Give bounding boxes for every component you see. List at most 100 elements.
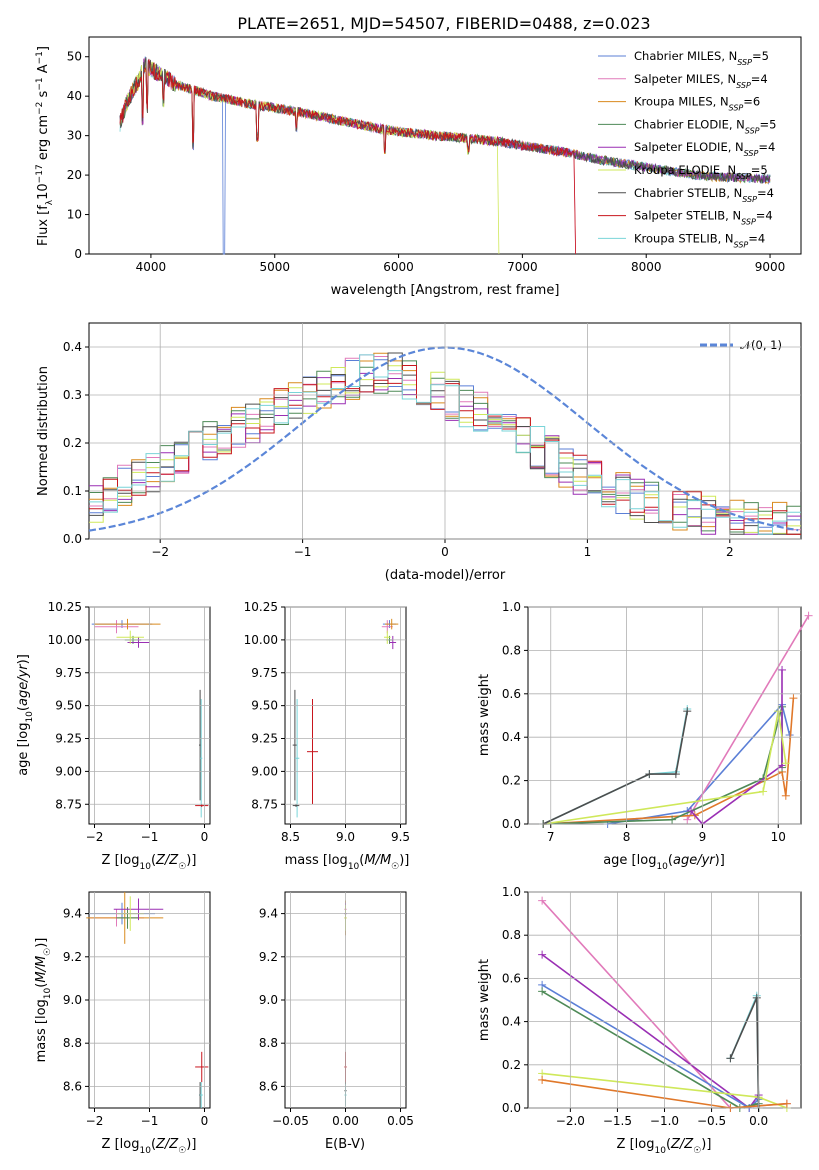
x-tick-label: −1 [294,545,312,559]
z-age-x-label: Z [log10(Z/Z☉)] [102,853,197,872]
x-tick-label: −2.0 [556,1114,585,1128]
y-tick-label: 0.8 [502,928,521,942]
y-tick-label: 8.8 [259,1036,278,1050]
y-tick-label: 0.6 [502,687,521,701]
x-tick-label: 9.0 [336,830,355,844]
y-tick-label: 10.00 [244,633,278,647]
x-tick-label: 9 [699,830,707,844]
residual-panel: (data-model)/error Normed distribution 𝒩… [36,322,802,583]
x-tick-label: −1 [141,1114,159,1128]
y-tick-label: 9.25 [55,732,82,746]
spectrum-series-line [119,61,500,255]
y-tick-label: 8.75 [251,797,278,811]
z-age-y-label: age [log10(age/yr)] [16,654,35,776]
y-tick-label: 10.00 [48,633,82,647]
age-weight-plot-area [539,611,813,828]
y-tick-label: 20 [67,168,82,182]
legend-label: Salpeter STELIB, NSSP=4 [634,209,773,227]
x-tick-label: 8 [623,830,631,844]
y-tick-label: 9.50 [55,699,82,713]
y-tick-label: 9.75 [251,666,278,680]
weight-series-line [729,997,760,1109]
x-tick-label: 0 [201,1114,209,1128]
y-tick-label: 30 [67,129,82,143]
x-tick-label: −0.5 [697,1114,726,1128]
weight-series-line [607,702,791,825]
weight-series-line [686,615,810,821]
y-tick-label: 9.00 [55,764,82,778]
y-tick-label: 9.25 [251,732,278,746]
x-tick-label: −2 [86,1114,104,1128]
y-tick-label: 8.6 [63,1079,82,1093]
legend-label: Salpeter ELODIE, NSSP=4 [634,140,775,158]
age-weight-x-label: age [log10(age/yr)] [603,853,725,872]
weight-series-line [729,995,760,1109]
y-tick-label: 9.50 [251,699,278,713]
y-tick-label: 0.0 [63,532,82,546]
spectrum-panel: Chabrier MILES, NSSP=5 Salpeter MILES, NS… [35,36,802,298]
y-tick-label: 9.0 [63,993,82,1007]
legend-label: Kroupa ELODIE, NSSP=5 [634,163,768,181]
x-tick-label: 0 [441,545,449,559]
normal-legend-label: 𝒩(0, 1) [740,338,782,352]
age-weight-panel: age [log10(age/yr)] mass weight 7 8 9 10 0.0… [477,600,813,872]
legend-label: Kroupa STELIB, NSSP=4 [634,231,765,249]
x-tick-label: 4000 [136,260,167,274]
ebv-mass-x-label: E(B-V) [325,1137,365,1152]
y-tick-label: 9.2 [259,950,278,964]
x-tick-label: 2 [726,545,734,559]
age-weight-y-label: mass weight [477,674,492,756]
legend-label: Chabrier ELODIE, NSSP=5 [634,117,776,135]
residual-y-label: Normed distribution [36,366,51,496]
y-tick-label: 0.2 [502,774,521,788]
z-weight-y-label: mass weight [477,959,492,1041]
x-tick-label: 10 [771,830,786,844]
y-tick-label: 0.1 [63,484,82,498]
residual-x-label: (data-model)/error [385,568,506,583]
x-tick-label: 0.05 [387,1114,414,1128]
y-tick-label: 0.2 [502,1058,521,1072]
x-tick-label: 7 [547,830,555,844]
y-tick-label: 0.4 [63,340,82,354]
x-tick-label: −1.0 [650,1114,679,1128]
y-tick-label: 8.75 [55,797,82,811]
y-tick-label: 1.0 [502,600,521,614]
x-tick-label: 9.5 [391,830,410,844]
x-tick-label: 7000 [507,260,538,274]
x-tick-label: −1.5 [603,1114,632,1128]
spectrum-plot-area [119,56,771,255]
weight-series-line [542,711,689,825]
y-tick-label: 8.8 [63,1036,82,1050]
y-tick-label: 10.25 [244,600,278,614]
z-mass-y-label: mass [log10(M/M☉)] [34,938,53,1063]
x-tick-label: 8000 [631,260,662,274]
x-tick-label: 0.00 [332,1114,359,1128]
legend-label: Chabrier STELIB, NSSP=4 [634,186,774,204]
y-tick-label: 9.4 [63,907,82,921]
x-tick-label: 9000 [755,260,786,274]
figure-title: PLATE=2651, MJD=54507, FIBERID=0488, z=0… [237,14,650,33]
x-tick-label: −2 [151,545,169,559]
y-tick-label: 40 [67,89,82,103]
x-tick-label: −1 [141,830,159,844]
spectrum-x-label: wavelength [Angstrom, rest frame] [331,283,560,298]
weight-series-line [541,984,760,1109]
legend-label: Chabrier MILES, NSSP=5 [634,49,769,67]
ebv-mass-panel: E(B-V) −0.05 0.00 0.05 8.6 8.8 9.0 9.2 9.4 [259,891,414,1152]
x-tick-label: 0 [201,830,209,844]
z-mass-panel: Z [log10(Z/Z☉)] mass [log10(M/M☉)] −2 −1 0… [34,891,211,1156]
legend-label: Salpeter MILES, NSSP=4 [634,72,768,90]
x-tick-label: −2 [86,830,104,844]
normal-curve [88,346,799,532]
mass-age-panel: mass [log10(M/M☉)] 8.5 9.0 9.5 8.75 9.00 9.25… [244,600,410,872]
y-tick-label: 0.4 [502,1015,521,1029]
legend-label: Kroupa MILES, NSSP=6 [634,95,760,113]
y-tick-label: 0.4 [502,730,521,744]
mass-age-x-label: mass [log10(M/M☉)] [285,853,410,872]
y-tick-label: 9.4 [259,907,278,921]
y-tick-label: 0.3 [63,388,82,402]
z-weight-x-label: Z [log10(Z/Z☉)] [617,1137,712,1156]
y-tick-label: 0.8 [502,643,521,657]
spectrum-legend: Chabrier MILES, NSSP=5 Salpeter MILES, NS… [598,49,776,249]
x-tick-label: −0.05 [272,1114,309,1128]
